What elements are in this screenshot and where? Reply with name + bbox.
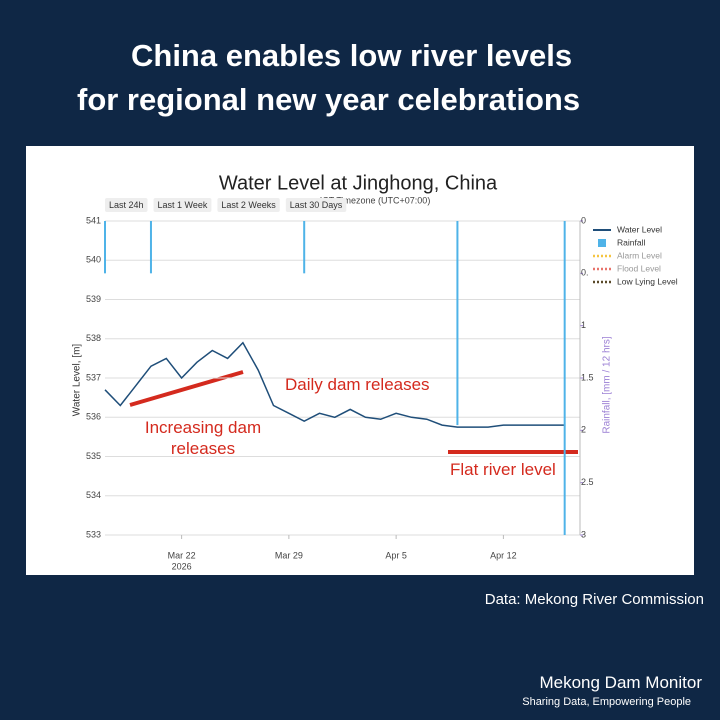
rainfall-bar [149,221,152,274]
annotation-line [129,370,244,407]
annotation: Flat river level [450,460,556,479]
legend-symbol [598,239,606,247]
y-tick-label: 541 [86,215,101,225]
legend-label: Rainfall [617,237,645,247]
y-tick-label: 539 [86,294,101,304]
tagline: Sharing Data, Empowering People [522,696,691,708]
water-level-line [104,341,565,428]
y2-tick-label: 0. [581,268,589,278]
legend-label: Water Level [617,224,662,234]
y-tick-label: 536 [86,412,101,422]
range-button-label[interactable]: Last 1 Week [158,200,208,210]
y2-tick-label: 1.5 [581,372,594,382]
annotation: Daily dam releases [285,375,430,394]
y2-tick-label: 1 [581,320,586,330]
rainfall-bar [563,221,566,535]
y2-tick-label: 2 [581,425,586,435]
chart-panel [26,146,694,575]
range-button[interactable]: Last 30 Days [285,198,347,212]
rainfall-bar [456,221,459,426]
range-button-bg[interactable] [153,198,212,212]
source: Data: Mekong River Commission [484,591,704,608]
rainfall-bar [104,221,106,274]
y2-axis-title: Rainfall, [mm / 12 hrs] [602,336,613,433]
y2-tick-label: 2.5 [581,477,594,487]
annotation: Increasing dam releases [144,418,262,458]
x-tick-label: Mar 22 [168,550,196,560]
x-axis-year: 2026 [172,561,192,571]
headline-line: for regional new year celebrations [77,82,581,117]
range-button[interactable]: Last 1 Week [153,198,212,212]
y-tick-label: 535 [86,451,101,461]
range-button-label[interactable]: Last 30 Days [290,200,343,210]
legend-label: Low Lying Level [617,276,678,286]
headline-line: China enables low river levels [131,38,573,73]
y-tick-label: 534 [86,490,101,500]
range-button-label[interactable]: Last 2 Weeks [221,200,276,210]
chart-title: Water Level at Jinghong, China [219,172,498,194]
x-tick-label: Mar 29 [275,550,303,560]
range-button[interactable]: Last 24h [105,198,148,212]
y-tick-label: 538 [86,333,101,343]
brand: Mekong Dam Monitor [539,673,702,692]
range-button-bg[interactable] [285,198,347,212]
timezone-label: ICT Timezone (UTC+07:00) [320,195,431,205]
x-tick-label: Apr 12 [490,550,517,560]
y-tick-label: 540 [86,255,101,265]
range-button[interactable]: Last 2 Weeks [217,198,280,212]
y-tick-label: 533 [86,529,101,539]
y-axis-title: Water Level, [m] [72,344,83,417]
legend-label: Alarm Level [617,250,662,260]
legend-label: Flood Level [617,263,661,273]
range-button-bg[interactable] [217,198,280,212]
y2-tick-label: 0 [581,215,586,225]
y-tick-label: 537 [86,372,101,382]
x-tick-label: Apr 5 [385,550,407,560]
range-button-bg[interactable] [105,198,148,212]
y2-tick-label: 3 [581,529,586,539]
rainfall-bar [303,221,306,274]
range-button-label[interactable]: Last 24h [109,200,144,210]
